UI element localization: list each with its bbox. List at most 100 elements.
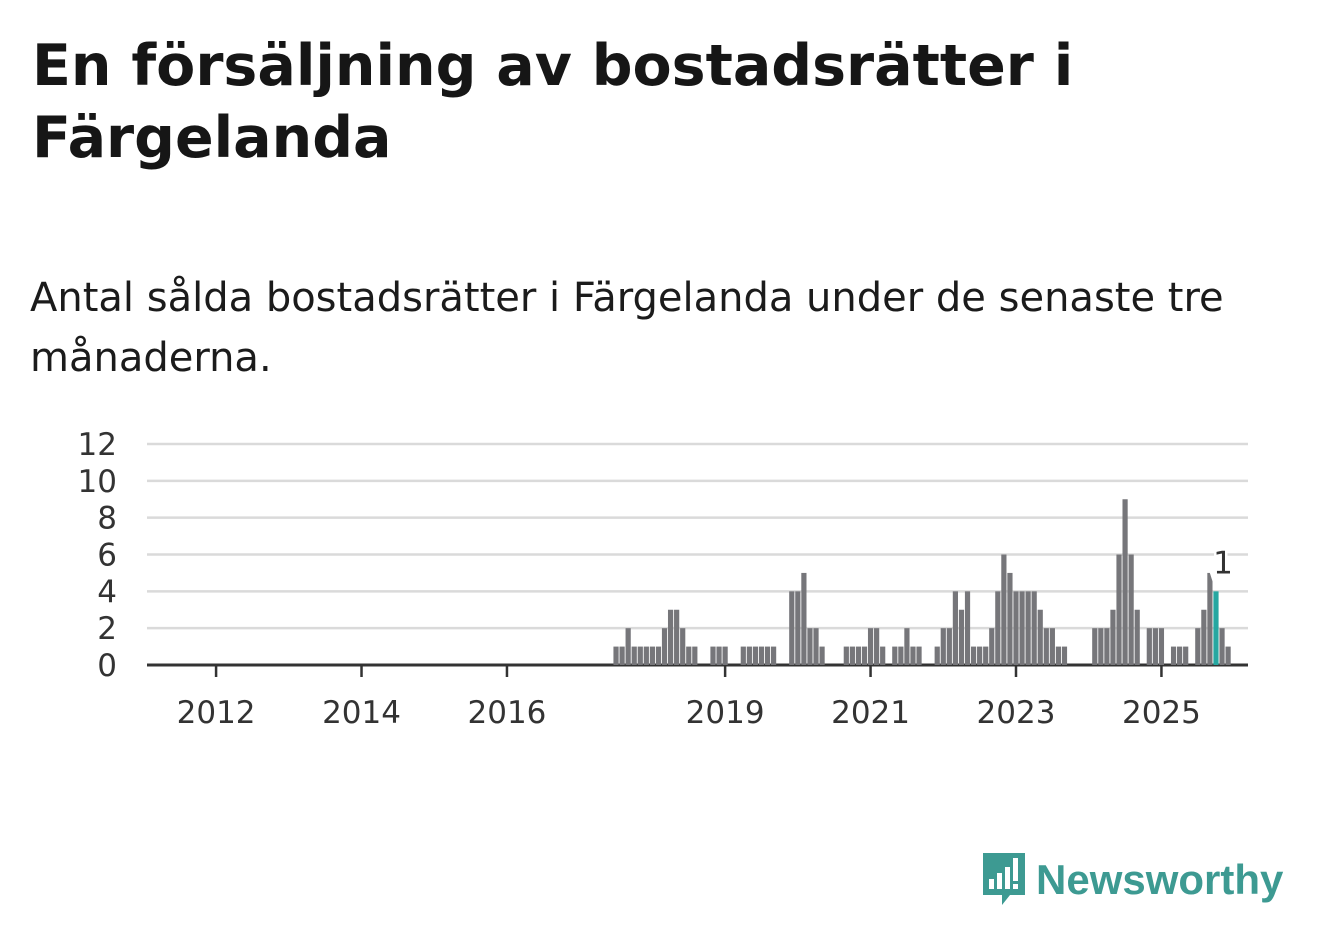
bar <box>970 646 977 665</box>
bar <box>1098 628 1104 665</box>
bar <box>1134 609 1140 665</box>
bar <box>1207 572 1213 665</box>
bar <box>989 628 995 665</box>
x-tick-label: 2014 <box>322 695 401 731</box>
x-tick-label: 2023 <box>977 695 1056 731</box>
annotation-leader <box>1207 564 1218 588</box>
bar <box>880 646 886 665</box>
bar <box>674 609 680 665</box>
bar <box>1025 591 1031 665</box>
bar <box>1001 554 1007 665</box>
bar <box>655 646 662 665</box>
bar <box>867 628 874 665</box>
bar <box>983 646 989 665</box>
bar <box>613 646 619 665</box>
bar <box>958 609 965 665</box>
bar <box>843 646 849 665</box>
bar <box>855 646 862 665</box>
bar <box>710 646 716 665</box>
bar <box>789 591 795 665</box>
bar <box>625 628 631 665</box>
bar <box>667 609 674 665</box>
x-axis-ticks: 2012 2014 2016 2019 2021 2023 2025 <box>177 665 1201 731</box>
newsworthy-logo: Newsworthy <box>980 848 1283 912</box>
bar <box>716 646 722 665</box>
brand-name: Newsworthy <box>1036 856 1284 903</box>
x-tick-label: 2012 <box>177 695 256 731</box>
bar <box>1195 628 1201 665</box>
bar <box>771 646 777 665</box>
bar <box>1043 628 1049 665</box>
bar <box>861 646 868 665</box>
bar <box>977 646 983 665</box>
bar <box>874 628 880 665</box>
x-tick-label: 2021 <box>831 695 910 731</box>
bar <box>1183 646 1189 665</box>
x-tick-label: 2019 <box>686 695 765 731</box>
bar <box>904 628 910 665</box>
bar <box>849 646 855 665</box>
bar <box>898 646 904 665</box>
bar <box>1177 646 1183 665</box>
grid-lines <box>147 442 1248 667</box>
bar <box>807 628 813 665</box>
bar <box>1049 628 1055 665</box>
bar <box>1128 554 1134 665</box>
annotation-label: 1 <box>1213 545 1233 581</box>
bar <box>1013 591 1019 665</box>
bar <box>813 628 819 665</box>
bar <box>1007 572 1013 665</box>
bar <box>1055 646 1062 665</box>
y-tick-label: 0 <box>97 648 117 684</box>
bar <box>1031 591 1037 665</box>
bar <box>686 646 692 665</box>
bar <box>892 646 898 665</box>
bar <box>1158 628 1165 665</box>
annotation: 1 <box>1204 543 1235 588</box>
newsworthy-logo-icon <box>983 853 1025 905</box>
bar <box>758 646 765 665</box>
bar <box>740 646 746 665</box>
bar <box>940 628 946 665</box>
bar <box>801 572 807 665</box>
bar <box>1116 554 1122 665</box>
bar <box>1122 499 1128 665</box>
x-tick-label: 2025 <box>1122 695 1201 731</box>
bar <box>1110 609 1116 665</box>
bar <box>722 646 728 665</box>
bar <box>746 646 752 665</box>
bar <box>1213 591 1219 665</box>
bar <box>637 646 643 665</box>
y-tick-label: 8 <box>97 501 117 537</box>
bar <box>1201 609 1207 665</box>
y-tick-label: 2 <box>97 611 117 647</box>
bar <box>643 646 649 665</box>
bar <box>819 646 825 665</box>
bar <box>946 628 952 665</box>
bar <box>1219 628 1225 665</box>
bar <box>964 591 971 665</box>
bar <box>1170 646 1177 665</box>
annotation-dot <box>1204 559 1213 568</box>
y-tick-label: 12 <box>78 427 117 463</box>
chart-title: En försäljning av bostadsrätter i Färgel… <box>32 33 1074 171</box>
y-tick-label: 4 <box>97 574 117 610</box>
chart-subtitle: Antal sålda bostadsrätter i Färgelanda u… <box>30 275 1224 381</box>
bar <box>995 591 1001 665</box>
bar <box>952 591 958 665</box>
bar <box>1061 646 1068 665</box>
bar <box>631 646 637 665</box>
bar <box>752 646 759 665</box>
bar <box>619 646 625 665</box>
bar <box>680 628 686 665</box>
bar <box>692 646 698 665</box>
bar <box>649 646 655 665</box>
bar <box>1104 628 1110 665</box>
x-tick-label: 2016 <box>468 695 547 731</box>
bars <box>613 499 1231 665</box>
y-tick-label: 10 <box>78 464 117 500</box>
bar <box>1152 628 1158 665</box>
bar <box>661 628 668 665</box>
bar <box>1019 591 1025 665</box>
